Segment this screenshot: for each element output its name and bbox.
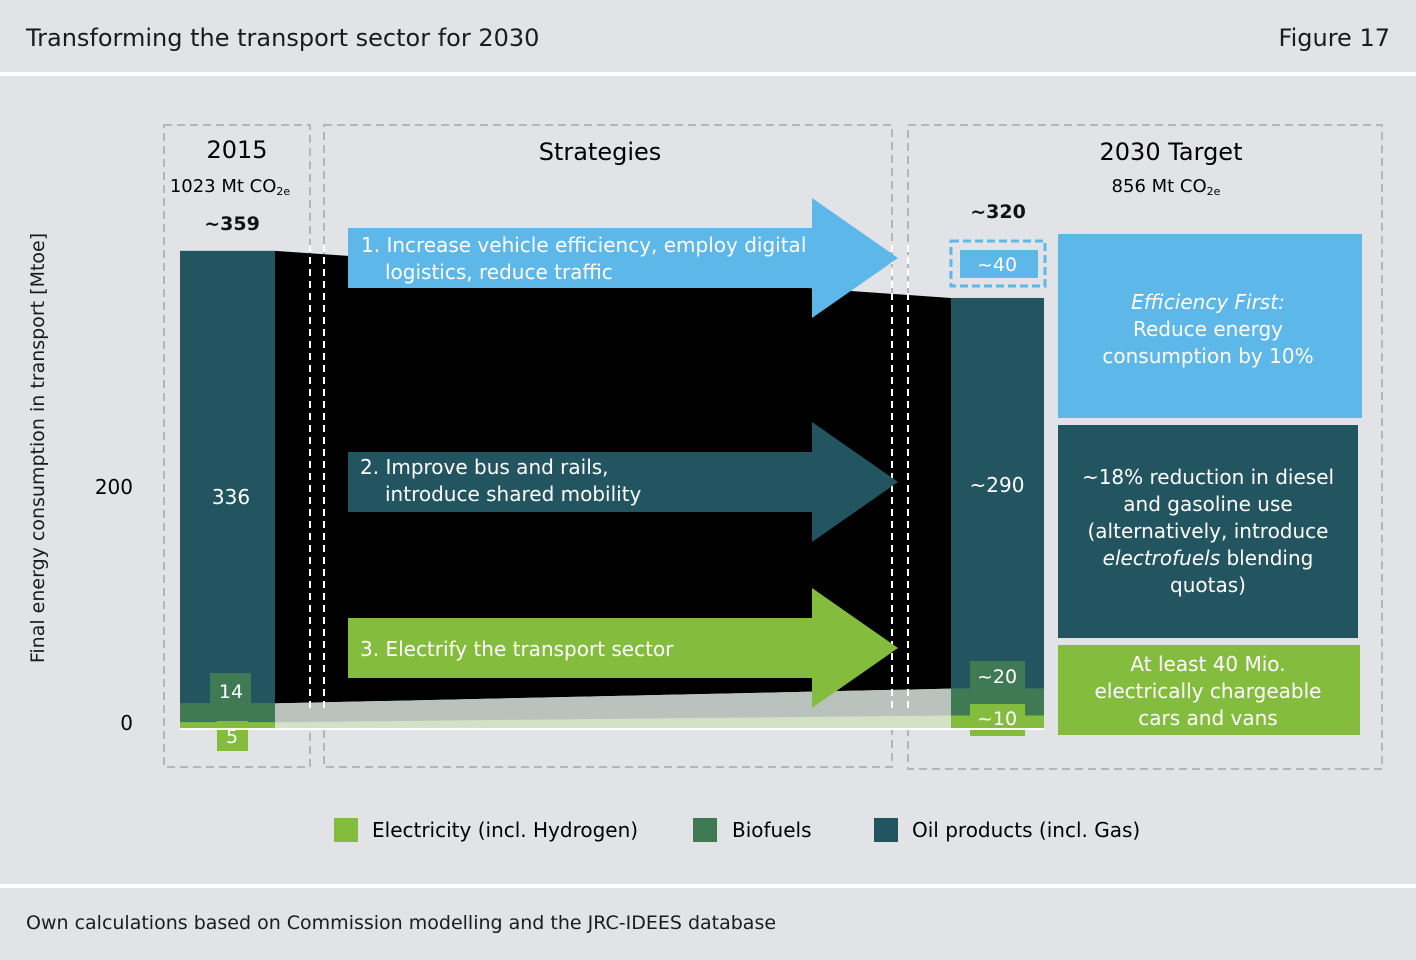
oil-box-text: quotas): [1170, 573, 1246, 597]
data-label: ~290: [970, 473, 1025, 497]
bar-2015-biofuels: [180, 703, 275, 723]
strategy-arrow-electrify: [348, 588, 898, 708]
figure-number: Figure 17: [1278, 24, 1390, 52]
emissions-2015: 1023 Mt CO2e: [170, 176, 291, 198]
strategy-arrow-mobility: [348, 422, 898, 542]
footer-divider: [0, 884, 1416, 888]
data-label: ~10: [977, 708, 1017, 730]
strategy-label: 1. Increase vehicle efficiency, employ d…: [361, 233, 806, 257]
data-label: 5: [226, 726, 238, 748]
header: Transforming the transport sector for 20…: [0, 0, 1416, 74]
bar-layer: ~40 ~359 336 14 5 ~320 ~290 ~20 ~10: [180, 201, 1047, 751]
oil-reduction-box: [1058, 425, 1358, 638]
data-label: ~40: [977, 254, 1017, 276]
page-title: Transforming the transport sector for 20…: [26, 24, 540, 52]
tag-bg-biofuels-2015: [210, 673, 251, 711]
oil-box-text: electrofuels blending: [1103, 546, 1314, 570]
source-note: Own calculations based on Commission mod…: [26, 912, 777, 934]
flow-band-electricity: [275, 715, 951, 729]
legend-label: Oil products (incl. Gas): [912, 818, 1140, 842]
tag-bg-biofuels-2030: [970, 661, 1025, 691]
data-label: 14: [219, 681, 243, 703]
oil-box-text: and gasoline use: [1123, 492, 1292, 516]
electric-box-text: electrically chargeable: [1095, 679, 1322, 703]
panel-title-2015: 2015: [206, 136, 267, 164]
legend-label: Electricity (incl. Hydrogen): [372, 818, 638, 842]
strategy-label: 2. Improve bus and rails,: [360, 455, 609, 479]
tag-bg-electricity-2015: [217, 721, 248, 751]
legend-swatch-electricity: [334, 818, 358, 842]
panel-frame-2015: [163, 124, 311, 768]
data-label: ~20: [977, 666, 1017, 688]
strategy-label: logistics, reduce traffic: [385, 260, 613, 284]
efficiency-box-text: consumption by 10%: [1102, 344, 1313, 368]
bar-2015-oil: [180, 250, 275, 704]
efficiency-box-text: Efficiency First:: [1131, 290, 1285, 314]
emissions-2030: 856 Mt CO2e: [1112, 176, 1221, 198]
header-divider: [0, 72, 1416, 76]
data-label: 336: [212, 485, 250, 509]
bar-2030-oil: [951, 297, 1044, 689]
y-axis-label: Final energy consumption in transport [M…: [27, 233, 49, 663]
oil-box-text: (alternatively, introduce: [1088, 519, 1329, 543]
electric-box-text: At least 40 Mio.: [1130, 652, 1285, 676]
strategy-label: 3. Electrify the transport sector: [360, 637, 674, 661]
electric-cars-box: [1058, 645, 1360, 735]
oil-box-text: ~18% reduction in diesel: [1082, 465, 1334, 489]
panel-title-strategies: Strategies: [539, 138, 662, 166]
panel-title-2030: 2030 Target: [1100, 138, 1243, 166]
strategy-label: introduce shared mobility: [385, 482, 642, 506]
efficiency-box: [1058, 234, 1362, 418]
efficiency-savings-outline: [949, 239, 1047, 288]
tag-bg-electricity-2030: [970, 704, 1025, 736]
efficiency-savings-bar: [960, 249, 1038, 278]
data-label: ~320: [970, 201, 1026, 223]
y-tick-label: 200: [95, 475, 133, 499]
electric-box-text: cars and vans: [1138, 706, 1277, 730]
legend-label: Biofuels: [732, 818, 812, 842]
legend-swatch-oil: [874, 818, 898, 842]
data-label: ~359: [204, 213, 260, 235]
legend-swatch-biofuels: [693, 818, 717, 842]
strategy-arrow-efficiency: [348, 198, 898, 318]
efficiency-box-text: Reduce energy: [1133, 317, 1283, 341]
y-tick-label: 0: [120, 711, 133, 735]
